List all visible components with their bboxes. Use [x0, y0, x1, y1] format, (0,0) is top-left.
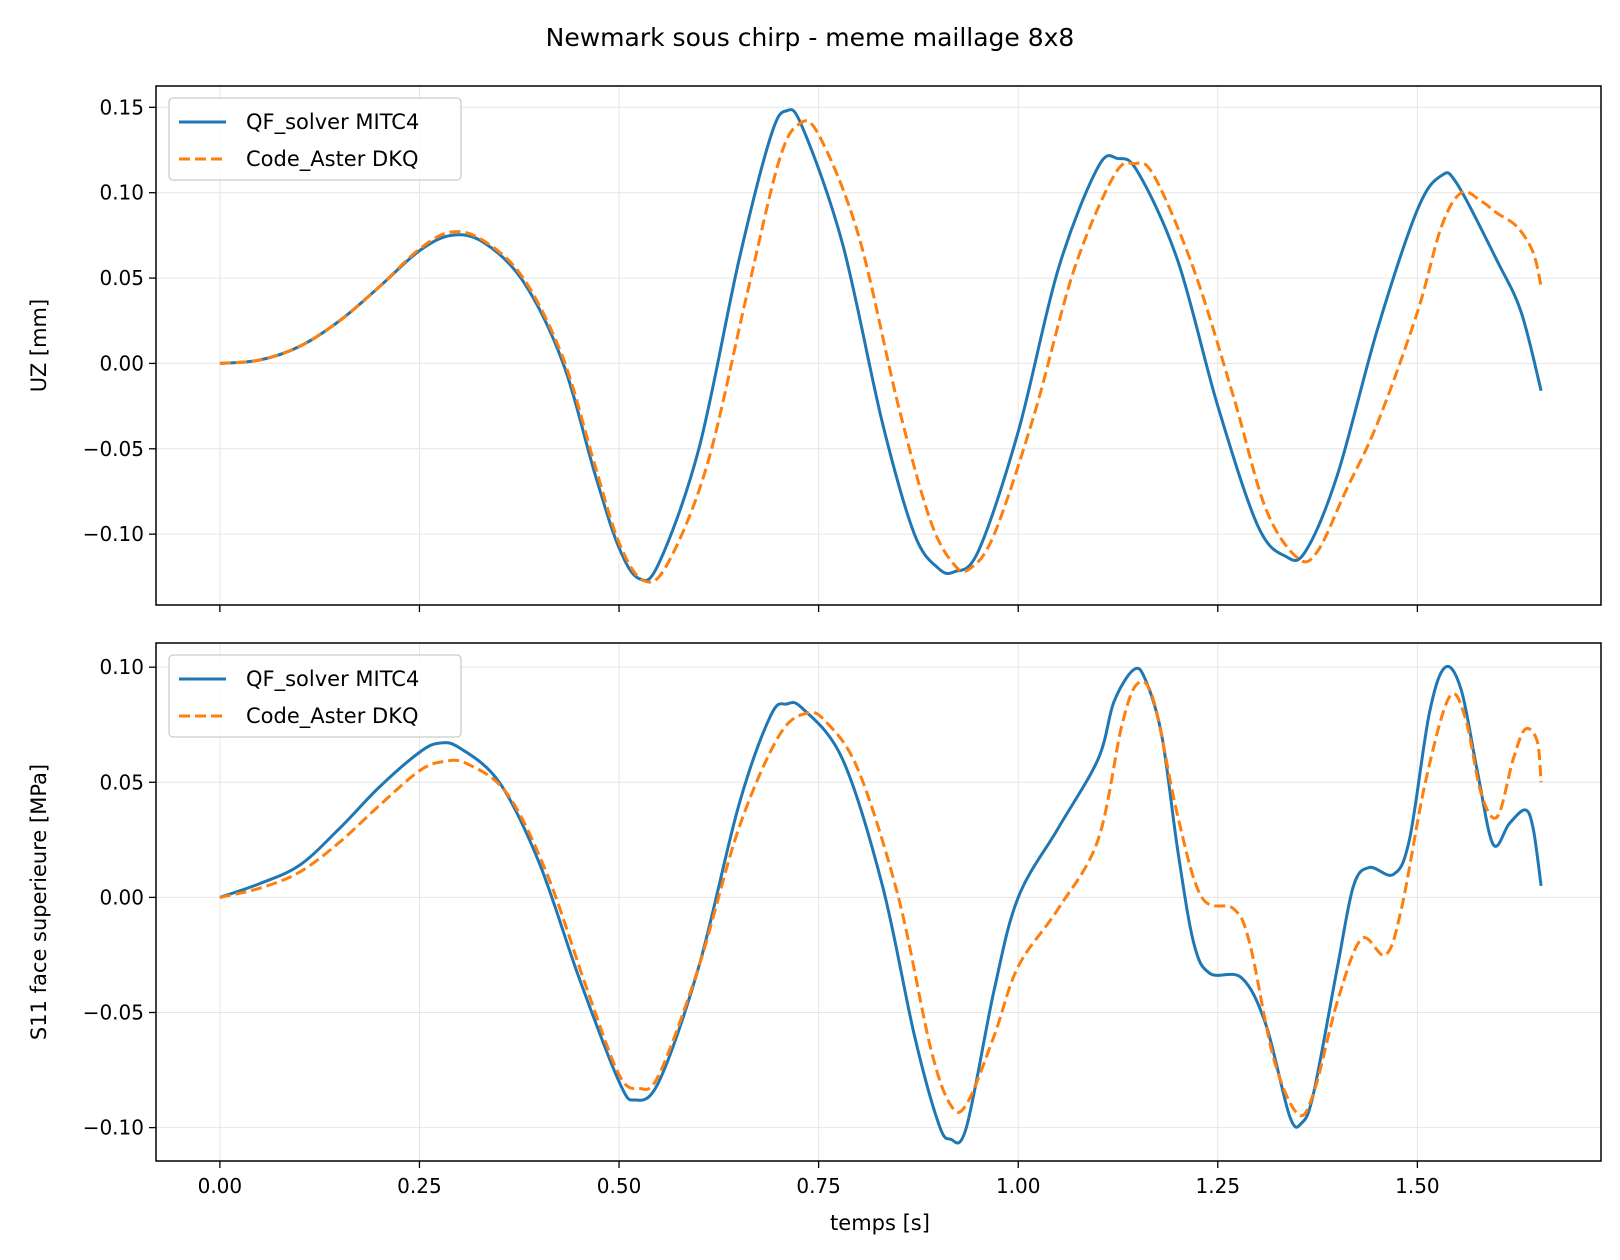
- series-line-qf-solver: [219, 664, 1543, 1145]
- series-line-qf-solver: [219, 108, 1543, 582]
- chart-title: Newmark sous chirp - meme maillage 8x8: [546, 23, 1075, 52]
- legend-label-qf-solver: QF_solver MITC4: [246, 110, 419, 135]
- series-group: [219, 664, 1543, 1145]
- y-axis-label: S11 face superieure [MPa]: [27, 764, 51, 1040]
- legend-label-code-aster: Code_Aster DKQ: [246, 704, 419, 729]
- y-tick-label: −0.05: [83, 437, 144, 461]
- x-tick-label: 1.25: [1196, 1174, 1241, 1198]
- y-tick-label: 0.05: [99, 266, 144, 290]
- y-tick-label: 0.00: [99, 885, 144, 909]
- y-tick-label: −0.10: [83, 1116, 144, 1140]
- y-tick-label: 0.15: [99, 95, 144, 119]
- y-tick-label: 0.05: [99, 770, 144, 794]
- x-tick-label: 1.00: [996, 1174, 1041, 1198]
- axes-frame: [155, 642, 1602, 1162]
- x-axis-label: temps [s]: [830, 1211, 930, 1235]
- y-tick-label: −0.05: [83, 1001, 144, 1025]
- legend-label-code-aster: Code_Aster DKQ: [246, 147, 419, 172]
- legend-label-qf-solver: QF_solver MITC4: [246, 667, 419, 692]
- y-tick-label: 0.10: [99, 181, 144, 205]
- x-tick-label: 0.00: [198, 1174, 243, 1198]
- y-tick-label: −0.10: [83, 522, 144, 546]
- x-tick-label: 1.50: [1395, 1174, 1440, 1198]
- series-group: [219, 108, 1543, 584]
- series-line-code-aster: [219, 679, 1543, 1118]
- axes-frame: [155, 85, 1602, 606]
- x-tick-label: 0.50: [597, 1174, 642, 1198]
- panel-uz: 0.15 0.10 0.05 0.00 −0.05 −0.10 UZ [mm] QF_solv…: [27, 85, 1602, 612]
- legend: QF_solver MITC4 Code_Aster DKQ: [168, 654, 462, 738]
- y-axis-label: UZ [mm]: [27, 299, 51, 392]
- y-tick-label: 0.10: [99, 655, 144, 679]
- y-tick-label: 0.00: [99, 351, 144, 375]
- legend-box: [168, 654, 462, 738]
- x-tick-label: 0.75: [796, 1174, 841, 1198]
- x-tick-label: 0.25: [397, 1174, 442, 1198]
- legend: QF_solver MITC4 Code_Aster DKQ: [168, 97, 462, 181]
- legend-box: [168, 97, 462, 181]
- series-line-code-aster: [219, 119, 1543, 584]
- panel-s11: 0.00 0.25 0.50 0.75 1.00 1.25 1.50 0.10 0.05 0.00…: [27, 642, 1602, 1198]
